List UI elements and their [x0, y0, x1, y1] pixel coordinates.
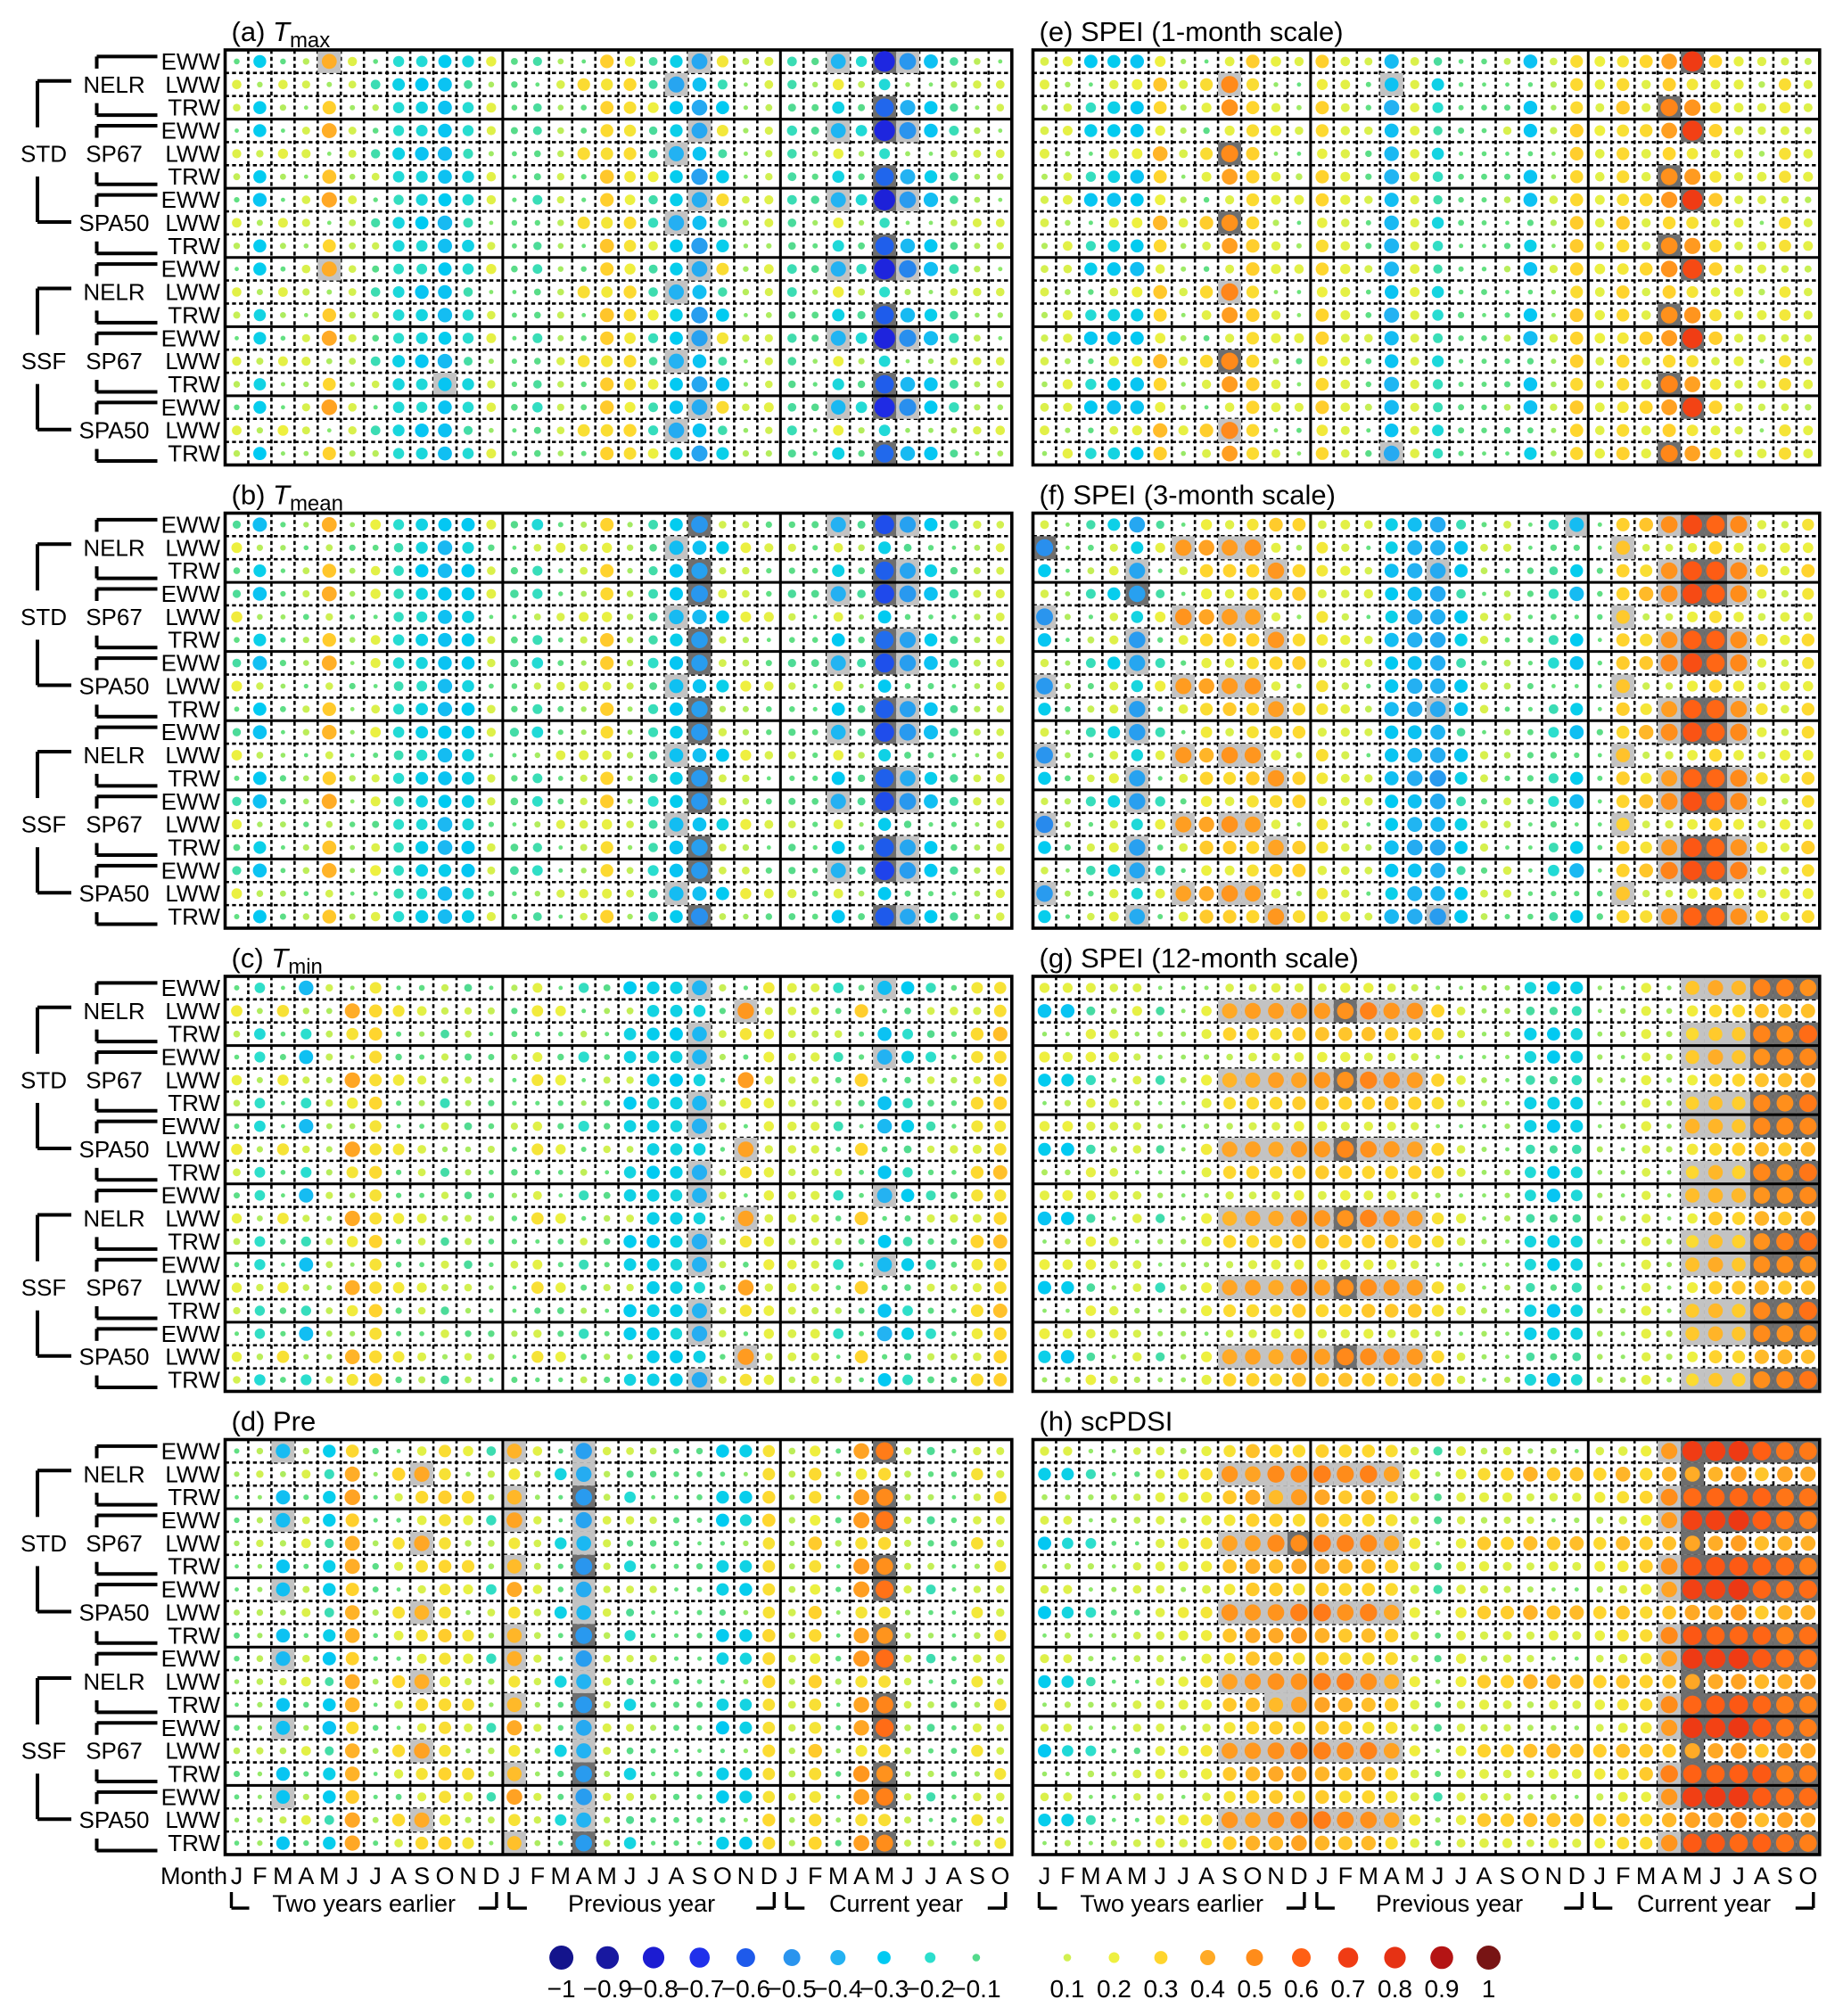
- svg-text:(b) Tmean: (b) Tmean: [232, 480, 343, 516]
- svg-text:(f) SPEI (3-month scale): (f) SPEI (3-month scale): [1040, 480, 1336, 511]
- svg-text:(d) Pre: (d) Pre: [232, 1406, 317, 1437]
- svg-text:(e) SPEI (1-month scale): (e) SPEI (1-month scale): [1040, 16, 1344, 47]
- svg-text:(a) Tmax: (a) Tmax: [232, 16, 331, 53]
- svg-text:(c) Tmin: (c) Tmin: [232, 942, 323, 979]
- svg-text:(g) SPEI (12-month scale): (g) SPEI (12-month scale): [1040, 942, 1359, 974]
